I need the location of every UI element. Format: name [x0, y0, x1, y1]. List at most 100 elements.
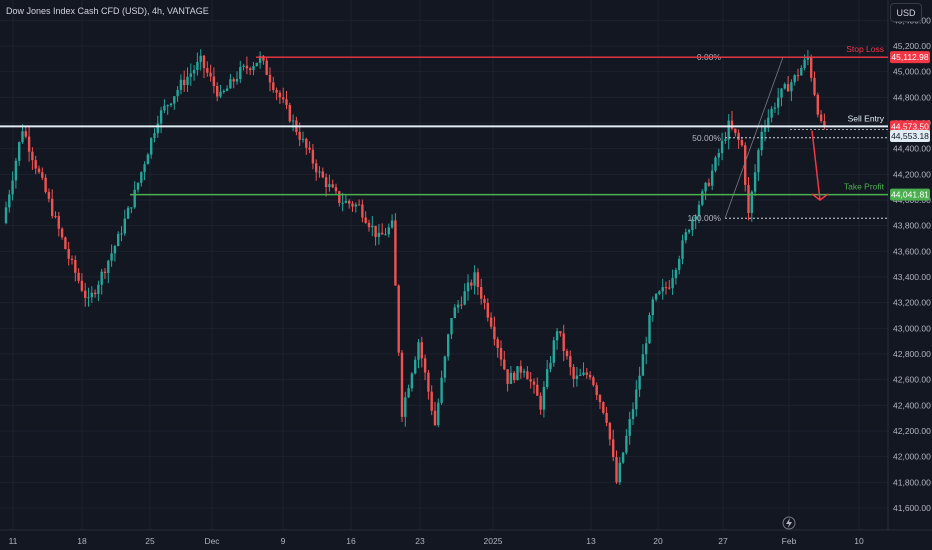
candle-body [206, 68, 209, 73]
candle-body [420, 342, 423, 359]
candle-body [767, 117, 770, 128]
candle-body [499, 347, 503, 360]
candle-body [562, 333, 565, 352]
candle-body [447, 334, 450, 357]
price-tick-label: 45,200.00 [893, 41, 931, 51]
time-tick-label: 18 [77, 536, 87, 546]
candle-body [635, 389, 638, 410]
candle-body [192, 70, 196, 74]
candle-body [559, 331, 562, 334]
candle-body [354, 204, 357, 207]
candle-body [704, 182, 707, 192]
candle-body [186, 76, 189, 86]
candle-body [658, 291, 661, 294]
candle-body [315, 163, 318, 173]
candle-body [549, 362, 552, 370]
candle-body [384, 234, 387, 236]
candle-body [130, 207, 133, 209]
candle-body [753, 172, 757, 192]
candle-body [707, 182, 711, 186]
candle-body [750, 191, 753, 213]
time-tick-label: 23 [415, 536, 425, 546]
chart-title: Dow Jones Index Cash CFD (USD), 4h, VANT… [6, 6, 209, 16]
time-tick-label: Feb [782, 536, 797, 546]
candle-body [460, 304, 463, 306]
candle-body [301, 138, 305, 140]
trade-levels[interactable]: Stop Loss Sell Entry Take Profit [0, 44, 888, 196]
fib-trend-line[interactable] [724, 57, 784, 219]
candle-body [480, 286, 483, 299]
candle-body [37, 168, 41, 173]
candle-body [136, 182, 140, 190]
candle-body [367, 222, 371, 228]
candle-body [529, 379, 532, 382]
candle-body [654, 293, 658, 300]
candle-body [381, 232, 384, 235]
candle-body [810, 57, 813, 78]
candle-body [41, 172, 44, 178]
time-axis[interactable]: 11 18 25 Dec 9 16 23 2025 13 20 27 Feb 10 [9, 516, 864, 546]
candle-body [628, 419, 631, 436]
candle-body [374, 225, 377, 237]
price-tick-label: 42,200.00 [893, 426, 931, 436]
candle-body [87, 297, 90, 299]
candle-body [780, 88, 783, 98]
candle-body [816, 94, 819, 115]
candle-body [275, 89, 278, 93]
candle-body [258, 56, 262, 63]
candle-body [305, 138, 308, 148]
candle-body [110, 253, 113, 261]
candle-body [239, 66, 242, 80]
currency-button[interactable]: USD [890, 3, 922, 22]
candle-body [338, 191, 341, 203]
candle-body [404, 397, 407, 417]
price-tick-label: 41,800.00 [893, 477, 931, 487]
arrow-head[interactable] [811, 193, 829, 201]
fib-level-label: 50.00% [692, 133, 721, 143]
price-tag-label: 44,041.81 [891, 190, 929, 200]
candle-body [555, 331, 559, 341]
candle-body [714, 157, 717, 171]
candle-body [638, 375, 641, 390]
candle-body [674, 269, 678, 279]
candle-body [443, 356, 447, 378]
candle-body [806, 57, 810, 60]
candle-body [387, 227, 390, 235]
candle-body [199, 55, 202, 62]
candle-body [687, 230, 691, 233]
candle-body [262, 56, 265, 61]
candle-body [173, 96, 176, 104]
candle-body [645, 343, 648, 355]
candle-body [80, 280, 84, 291]
candle-body [701, 191, 704, 205]
candle-body [146, 154, 150, 165]
price-axis[interactable]: 41,600.00 41,800.00 42,000.00 42,200.00 42,4… [890, 15, 931, 513]
candle-body [598, 395, 602, 403]
candle-body [572, 367, 575, 379]
candle-body [803, 59, 806, 68]
candle-body [324, 177, 328, 188]
candle-body [532, 381, 536, 385]
lightning-icon[interactable] [782, 516, 796, 530]
candle-body [51, 198, 54, 217]
projection-arrow[interactable] [811, 130, 829, 201]
price-tag [890, 51, 930, 64]
candle-body [734, 128, 737, 133]
candle-body [427, 372, 430, 392]
price-tick-label: 43,800.00 [893, 221, 931, 231]
candle-body [493, 326, 496, 340]
candle-body [100, 271, 103, 285]
candle-body [819, 114, 823, 122]
candle-body [334, 187, 338, 192]
candle-body [166, 105, 169, 107]
candle-body [565, 351, 569, 357]
candle-body [770, 108, 773, 118]
candle-body [786, 84, 790, 92]
candle-body [84, 290, 87, 298]
candle-body [64, 237, 67, 250]
candle-body [773, 107, 777, 109]
arrow-shaft[interactable] [811, 130, 821, 201]
candle-body [278, 92, 282, 98]
